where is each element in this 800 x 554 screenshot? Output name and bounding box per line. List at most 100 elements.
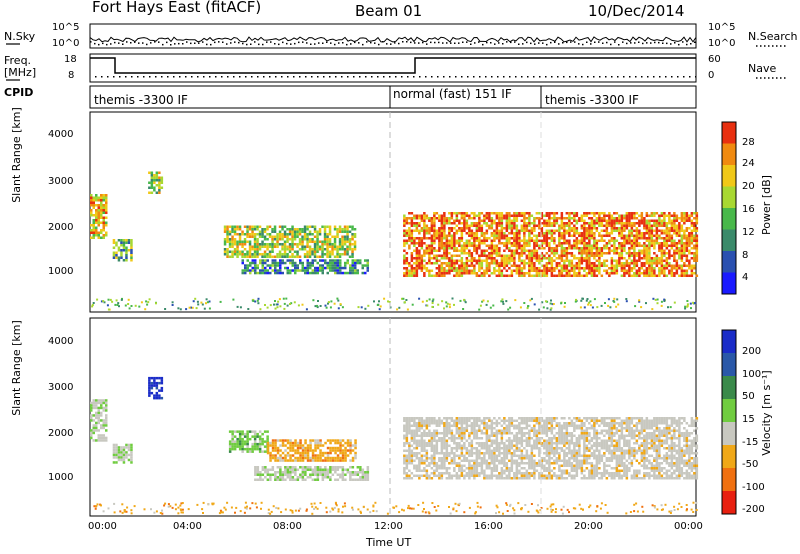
velocity-cell (243, 435, 247, 438)
velocity-cell (513, 462, 516, 465)
power-cell (575, 239, 579, 242)
velocity-cell (289, 473, 292, 476)
power-cell (515, 269, 519, 272)
power-cell (326, 266, 329, 270)
velocity-cell (102, 409, 105, 412)
power-cell (530, 222, 534, 225)
power-cell (583, 274, 586, 277)
velocity-cell (117, 451, 121, 454)
power-cell (505, 239, 509, 242)
power-cell (590, 269, 594, 272)
power-cell (465, 272, 469, 275)
power-cell (92, 236, 95, 239)
power-cell (583, 242, 586, 245)
power-cell (408, 227, 411, 230)
velocity-cell (304, 449, 307, 452)
power-speck (652, 297, 655, 300)
power-cell (253, 225, 257, 228)
power-cell (266, 245, 269, 248)
power-cell (276, 233, 279, 236)
power-cell (583, 269, 586, 272)
power-cell (490, 254, 494, 257)
power-cell (223, 228, 227, 231)
velocity-cell (443, 424, 446, 427)
power-cell (658, 269, 661, 272)
power-cell (251, 225, 254, 228)
velocity-cell (478, 437, 481, 440)
power-cell (590, 244, 594, 247)
power-cell (483, 252, 486, 255)
power-cell (523, 237, 526, 240)
power-cell (326, 248, 329, 251)
power-speck (290, 302, 293, 305)
power-cell (351, 248, 354, 251)
velocity-cell (294, 471, 297, 474)
velocity-cell (95, 426, 98, 430)
power-cell (480, 249, 484, 252)
power-cell (308, 248, 312, 251)
velocity-cell (301, 466, 305, 469)
power-cell (281, 253, 284, 256)
power-cell (249, 271, 252, 275)
velocity-cell (294, 466, 297, 469)
power-cell (530, 264, 534, 267)
power-cell (520, 262, 524, 265)
velocity-cell (463, 477, 466, 480)
power-cell (610, 264, 614, 267)
velocity-cell (246, 432, 249, 436)
power-cell (453, 269, 456, 272)
power-cell (326, 225, 329, 228)
velocity-cell (349, 439, 352, 442)
power-cell (433, 249, 436, 252)
velocity-cell (130, 443, 133, 447)
power-cell (618, 222, 621, 225)
power-cell (460, 229, 464, 232)
power-cell (588, 217, 591, 220)
power-cell (623, 269, 626, 272)
velocity-cell (90, 416, 93, 420)
velocity-cell (95, 406, 98, 410)
power-cell (95, 209, 98, 212)
velocity-cell (423, 434, 426, 437)
power-cell (291, 243, 294, 246)
power-cell (259, 261, 262, 265)
velocity-cell (405, 449, 409, 452)
power-cell (485, 224, 489, 227)
power-cell (253, 235, 257, 238)
power-cell (366, 259, 369, 262)
power-cell (663, 239, 666, 242)
power-cell (690, 257, 694, 260)
velocity-cell (408, 462, 411, 465)
power-cell (281, 248, 284, 251)
power-speck (437, 303, 440, 306)
power-cell (635, 264, 639, 267)
power-cell (480, 219, 484, 222)
velocity-cell (321, 468, 325, 471)
power-cell (90, 201, 93, 204)
velocity-cell (324, 471, 327, 474)
velocity-cell (105, 416, 108, 420)
power-cell (605, 232, 609, 235)
power-cell (545, 257, 549, 260)
power-cell (505, 264, 509, 267)
power-cell (623, 224, 626, 227)
velocity-cell (253, 445, 257, 448)
power-cell (458, 219, 461, 222)
power-cell (683, 247, 686, 250)
power-cell (570, 259, 574, 262)
velocity-cell (478, 424, 481, 427)
power-cell (306, 235, 309, 238)
power-cell (359, 259, 362, 262)
power-cell (580, 249, 584, 252)
power-cell (500, 214, 504, 217)
velocity-cell (125, 453, 128, 457)
velocity-cell (515, 442, 519, 445)
power-cell (405, 257, 409, 260)
power-cell (495, 244, 499, 247)
power-cell (620, 222, 624, 225)
velocity-cell (269, 456, 272, 460)
power-cell (628, 242, 631, 245)
power-cell (254, 271, 257, 275)
power-cell (455, 214, 459, 217)
power-cell (533, 244, 536, 247)
